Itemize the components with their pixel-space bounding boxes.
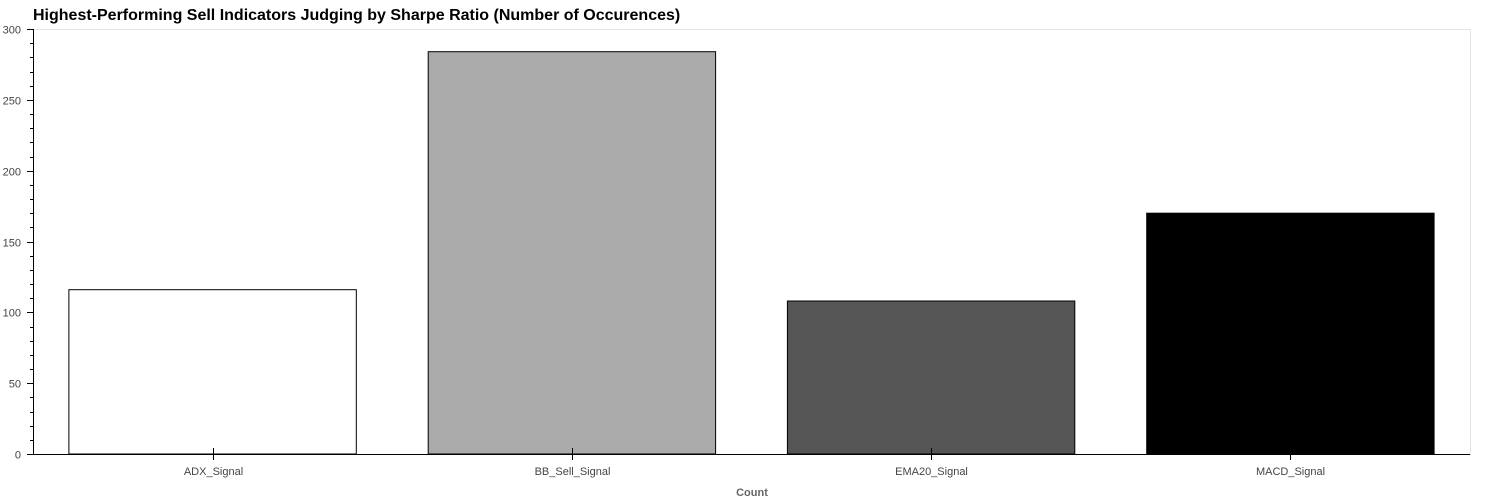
y-axis: 0 50 100 150 200 250 300 xyxy=(3,25,34,462)
chart-title: Highest-Performing Sell Indicators Judgi… xyxy=(33,7,681,24)
bar-ema20-signal xyxy=(786,300,1076,455)
y-tick-label: 300 xyxy=(3,25,21,37)
bar-adx-signal xyxy=(68,289,357,455)
x-tick-label: BB_Sell_Signal xyxy=(535,466,611,478)
bar-macd-signal xyxy=(1146,212,1435,455)
x-tick-label: MACD_Signal xyxy=(1256,466,1325,478)
x-tick-label: EMA20_Signal xyxy=(895,466,968,478)
y-tick-label: 150 xyxy=(3,238,21,250)
x-tick-label: ADX_Signal xyxy=(184,466,243,478)
bars-layer xyxy=(68,51,1435,455)
y-tick-label: 200 xyxy=(3,167,21,179)
y-tick-label: 250 xyxy=(3,96,21,108)
x-axis-title: Count xyxy=(736,487,768,499)
bar-bb-sell-signal xyxy=(427,51,717,455)
y-tick-label: 50 xyxy=(9,379,21,391)
y-tick-label: 100 xyxy=(3,308,21,320)
y-tick-label: 0 xyxy=(15,450,21,462)
x-axis: ADX_Signal BB_Sell_Signal EMA20_Signal MACD… xyxy=(33,448,1470,478)
